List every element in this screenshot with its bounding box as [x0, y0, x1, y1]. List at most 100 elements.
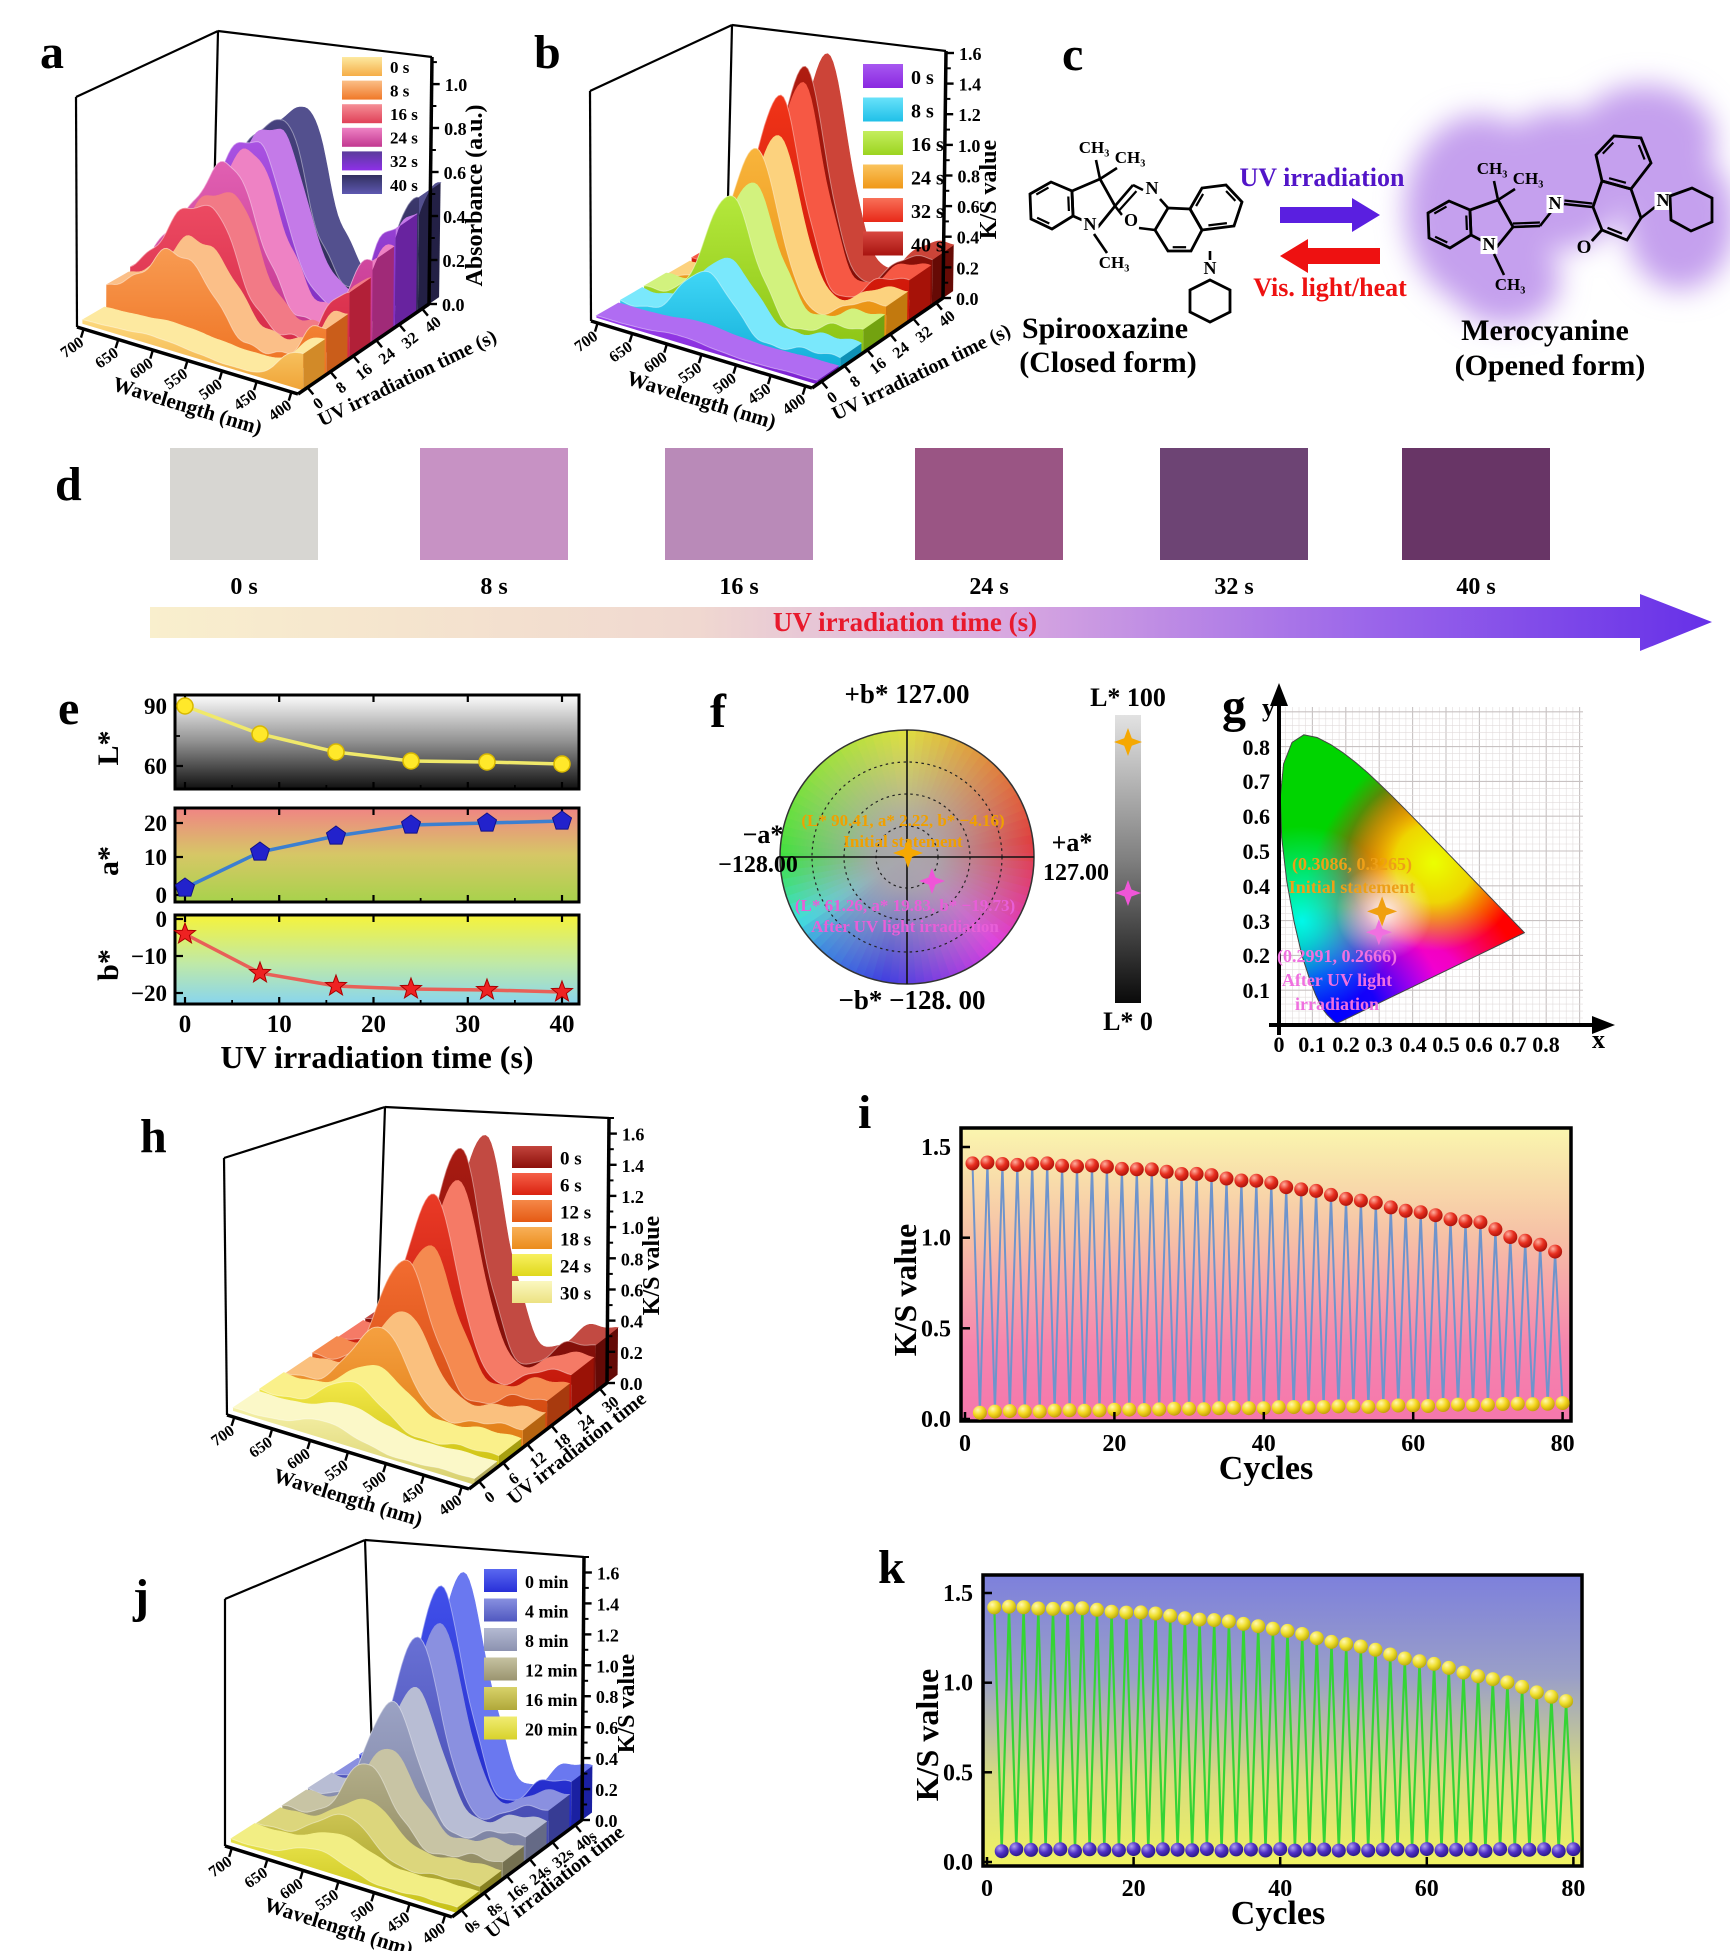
- svg-text:N: N: [1657, 190, 1670, 210]
- svg-text:0.2: 0.2: [595, 1780, 618, 1800]
- svg-text:+b* 127.00: +b* 127.00: [845, 679, 970, 709]
- svg-text:20: 20: [361, 1011, 386, 1038]
- svg-text:CH₃: CH₃: [1513, 169, 1544, 188]
- svg-text:0 s: 0 s: [230, 574, 257, 600]
- svg-text:Cycles: Cycles: [1219, 1450, 1313, 1487]
- svg-text:0.4: 0.4: [443, 207, 466, 227]
- svg-text:(L* 61.26, a* 19.83, b* −19.73: (L* 61.26, a* 19.83, b* −19.73): [795, 896, 1015, 915]
- svg-text:1.2: 1.2: [621, 1187, 644, 1207]
- svg-text:0.5: 0.5: [943, 1760, 973, 1786]
- svg-text:N: N: [1204, 258, 1217, 278]
- svg-text:N: N: [1483, 234, 1496, 254]
- svg-text:0.0: 0.0: [943, 1850, 973, 1876]
- svg-text:c: c: [1062, 28, 1083, 81]
- svg-text:0: 0: [156, 907, 168, 932]
- svg-text:16 s: 16 s: [390, 105, 418, 124]
- svg-text:1.5: 1.5: [943, 1581, 973, 1607]
- svg-text:0.6: 0.6: [444, 163, 467, 183]
- svg-text:Vis. light/heat: Vis. light/heat: [1253, 273, 1407, 302]
- svg-text:0.1: 0.1: [1243, 978, 1271, 1003]
- svg-text:24 s: 24 s: [969, 574, 1008, 600]
- svg-text:0: 0: [1274, 1032, 1285, 1057]
- svg-text:12 min: 12 min: [525, 1661, 578, 1681]
- svg-text:+a*: +a*: [1052, 828, 1093, 857]
- svg-text:20: 20: [1102, 1431, 1126, 1457]
- svg-text:0.2: 0.2: [443, 251, 466, 271]
- svg-text:−20: −20: [131, 981, 167, 1006]
- svg-text:40: 40: [1252, 1431, 1276, 1457]
- svg-text:0.8: 0.8: [444, 119, 467, 139]
- svg-text:UV irradiation time (s): UV irradiation time (s): [220, 1039, 533, 1075]
- svg-text:1.6: 1.6: [597, 1564, 620, 1584]
- svg-text:80: 80: [1561, 1876, 1585, 1902]
- svg-text:(0.2991, 0.2666): (0.2991, 0.2666): [1277, 946, 1397, 967]
- svg-text:40: 40: [1268, 1876, 1292, 1902]
- svg-text:K/S value: K/S value: [909, 1669, 945, 1801]
- svg-text:0.6: 0.6: [1465, 1032, 1493, 1057]
- svg-text:6 s: 6 s: [560, 1175, 582, 1196]
- svg-text:−10: −10: [131, 944, 167, 969]
- svg-text:CH₃: CH₃: [1495, 275, 1526, 294]
- svg-text:0.8: 0.8: [1243, 735, 1271, 760]
- svg-text:b*: b*: [92, 949, 125, 981]
- svg-text:32 s: 32 s: [1214, 574, 1253, 600]
- svg-text:0.0: 0.0: [956, 289, 979, 309]
- svg-text:0 s: 0 s: [390, 58, 410, 77]
- svg-text:0.1: 0.1: [1298, 1032, 1326, 1057]
- svg-text:0: 0: [179, 1011, 192, 1038]
- svg-text:0: 0: [981, 1876, 993, 1902]
- svg-text:L*: L*: [92, 730, 125, 765]
- svg-text:0.8: 0.8: [621, 1249, 644, 1269]
- svg-text:L* 0: L* 0: [1103, 1007, 1153, 1036]
- svg-text:8 s: 8 s: [911, 100, 934, 122]
- svg-text:10: 10: [267, 1011, 292, 1038]
- svg-text:0.7: 0.7: [1243, 769, 1271, 794]
- svg-text:K/S value: K/S value: [976, 139, 1002, 239]
- svg-text:1.4: 1.4: [622, 1156, 645, 1176]
- svg-text:0.5: 0.5: [921, 1316, 951, 1342]
- svg-text:8 s: 8 s: [390, 81, 410, 100]
- svg-text:0.8: 0.8: [596, 1687, 619, 1707]
- svg-text:a: a: [40, 26, 64, 79]
- svg-text:0.3: 0.3: [1243, 909, 1271, 934]
- svg-text:0.8: 0.8: [958, 167, 981, 187]
- svg-text:24 s: 24 s: [560, 1256, 591, 1277]
- svg-text:K/S value: K/S value: [639, 1215, 665, 1315]
- svg-text:g: g: [1222, 680, 1246, 733]
- svg-text:0 s: 0 s: [911, 67, 934, 89]
- svg-text:0.0: 0.0: [442, 295, 465, 315]
- svg-text:60: 60: [1401, 1431, 1425, 1457]
- svg-text:K/S value: K/S value: [614, 1653, 640, 1753]
- svg-text:40 s: 40 s: [390, 176, 418, 195]
- svg-text:(Opened form): (Opened form): [1455, 349, 1646, 382]
- svg-text:Cycles: Cycles: [1231, 1895, 1325, 1932]
- svg-text:8 s: 8 s: [480, 574, 507, 600]
- svg-text:12 s: 12 s: [560, 1202, 591, 1223]
- svg-text:0.4: 0.4: [1243, 874, 1271, 899]
- svg-text:e: e: [58, 682, 79, 735]
- svg-text:Initial statement: Initial statement: [843, 832, 963, 851]
- svg-text:0.4: 0.4: [596, 1749, 619, 1769]
- svg-text:CH₃: CH₃: [1115, 148, 1146, 167]
- svg-text:1.0: 1.0: [921, 1226, 951, 1252]
- svg-text:0.2: 0.2: [620, 1343, 643, 1363]
- svg-text:20: 20: [144, 811, 167, 836]
- svg-text:irradiation: irradiation: [1295, 994, 1379, 1014]
- svg-text:0.3: 0.3: [1365, 1032, 1393, 1057]
- svg-text:UV irradiation: UV irradiation: [1240, 163, 1405, 192]
- svg-text:18 s: 18 s: [560, 1229, 591, 1250]
- svg-text:20 min: 20 min: [525, 1720, 578, 1740]
- svg-text:N: N: [1549, 193, 1562, 213]
- svg-text:40: 40: [550, 1011, 575, 1038]
- svg-text:(L* 90.41, a* 2.22, b* −4.16): (L* 90.41, a* 2.22, b* −4.16): [801, 811, 1004, 830]
- svg-text:N: N: [1146, 178, 1159, 198]
- svg-text:10: 10: [144, 845, 167, 870]
- svg-text:0 min: 0 min: [525, 1572, 569, 1592]
- svg-text:O: O: [1577, 237, 1592, 258]
- svg-text:1.0: 1.0: [445, 75, 468, 95]
- svg-text:d: d: [55, 458, 82, 511]
- svg-text:0.0: 0.0: [595, 1811, 618, 1831]
- svg-text:j: j: [132, 1570, 149, 1623]
- svg-text:f: f: [710, 685, 727, 738]
- svg-text:1.0: 1.0: [621, 1218, 644, 1238]
